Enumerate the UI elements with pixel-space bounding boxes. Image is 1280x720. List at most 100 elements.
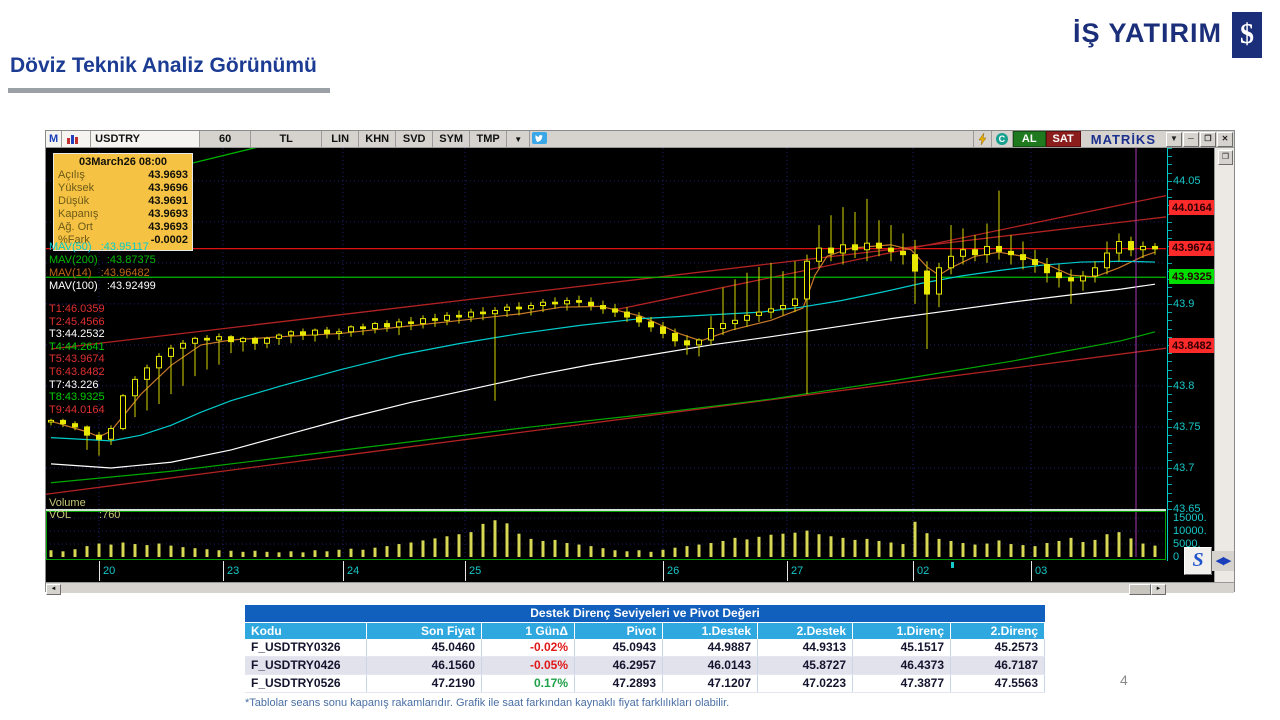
price-axis-label: 43.65 <box>1173 503 1201 515</box>
time-axis-label: 02 <box>917 565 930 577</box>
volume-bar <box>1081 541 1085 557</box>
volume-bar <box>61 551 65 557</box>
volume-bar <box>973 544 977 557</box>
minimize-button[interactable]: ─ <box>1183 132 1199 147</box>
price-axis-label: 44.05 <box>1173 174 1201 187</box>
volume-bar <box>589 546 593 557</box>
chart-window: M USDTRY 60 TL LIN KHN SVD SYM TMP ▼ <box>45 130 1235 595</box>
volume-bar <box>145 545 149 557</box>
volume-bar <box>385 546 389 557</box>
c-glyph: C <box>995 133 1008 145</box>
symbol-input[interactable]: USDTRY <box>91 131 201 147</box>
matriks-s-logo-icon[interactable]: S <box>1184 547 1212 575</box>
table-cell: F_USDTRY0526 <box>245 675 367 692</box>
axis-minor-tick <box>1168 484 1172 486</box>
candle-body <box>360 326 366 329</box>
table-cell: F_USDTRY0426 <box>245 657 367 674</box>
volume-bar <box>157 543 161 557</box>
toolbar-button-khn[interactable]: KHN <box>359 131 397 147</box>
horizontal-scrollbar[interactable]: ◄ ► <box>46 582 1234 595</box>
pivot-level-label: T3:44.2532 <box>49 328 105 341</box>
toolbar-button-sym[interactable]: SYM <box>433 131 471 147</box>
matriks-m-icon[interactable]: M <box>46 131 63 147</box>
volume-bar <box>517 533 521 557</box>
restore-button[interactable]: ❐ <box>1200 132 1216 147</box>
pivot-level-label: T8:43.9325 <box>49 391 105 404</box>
table-cell: 47.2190 <box>367 675 482 692</box>
mini-chart-icon[interactable] <box>62 131 92 147</box>
table-header-row: Kodu Son Fiyat 1 GünΔ Pivot 1.Destek 2.D… <box>245 623 1045 640</box>
axis-minor-tick <box>1168 451 1172 453</box>
volume-bar <box>565 543 569 557</box>
candle-body <box>456 314 462 318</box>
pivot-levels-legend: T1:46.0359 T2:45.4566 T3:44.2532 T4:44.2641… <box>49 303 105 416</box>
candle-body <box>444 314 450 321</box>
axis-minor-tick <box>1168 410 1172 412</box>
volume-bar <box>421 540 425 557</box>
candle-body <box>696 339 702 346</box>
scrollbar-thumb[interactable] <box>1129 584 1151 595</box>
toolbar-button-lin[interactable]: LIN <box>322 131 360 147</box>
axis-minor-tick <box>1168 459 1172 461</box>
twitter-icon[interactable] <box>532 132 548 144</box>
candle-body <box>588 301 594 307</box>
candle-body <box>528 305 534 310</box>
axis-minor-tick <box>1168 148 1172 149</box>
axis-minor-tick <box>1168 262 1172 264</box>
pivot-level-label: T7:43.226 <box>49 378 99 391</box>
buy-button[interactable]: AL <box>1012 131 1046 147</box>
style-menu-button[interactable]: ▼ <box>1166 132 1182 147</box>
axis-minor-tick <box>1168 385 1172 387</box>
volume-bar <box>289 551 293 557</box>
table-cell: -0.02% <box>482 639 575 656</box>
bar-step-buttons[interactable]: ◀▶ <box>1212 551 1234 571</box>
toolbar-button-tmp[interactable]: TMP <box>470 131 508 147</box>
volume-bar <box>481 523 485 557</box>
volume-bar <box>949 540 953 557</box>
scroll-right-button[interactable]: ► <box>1151 584 1166 595</box>
volume-bar <box>217 550 221 557</box>
time-axis-label: 03 <box>1035 565 1048 577</box>
table-cell: 47.5563 <box>951 675 1045 692</box>
pivot-level-label: T5:43.9674 <box>49 353 105 366</box>
volume-bar <box>1093 539 1097 557</box>
sell-button[interactable]: SAT <box>1045 131 1081 147</box>
candle-body <box>132 378 138 397</box>
candle-body <box>120 395 126 430</box>
price-marker-box: 43.9674 <box>1169 240 1214 256</box>
candle-body <box>564 300 570 305</box>
scroll-left-button[interactable]: ◄ <box>46 584 61 595</box>
axis-minor-tick <box>1168 156 1172 158</box>
volume-bar <box>397 544 401 557</box>
toolbar-button-svd[interactable]: SVD <box>396 131 434 147</box>
right-scrollbar-strip[interactable]: ❐ <box>1214 148 1234 582</box>
currency-field[interactable]: TL <box>251 131 323 147</box>
period-field[interactable]: 60 <box>200 131 252 147</box>
volume-bar <box>265 551 269 557</box>
candle-body <box>1008 250 1014 256</box>
tooltip-datetime: 03March26 08:00 <box>78 156 168 168</box>
candle-body <box>780 305 786 310</box>
candle-body <box>540 301 546 307</box>
refresh-icon[interactable]: C <box>991 131 1013 147</box>
axis-minor-tick <box>1168 180 1172 182</box>
candle-body <box>48 419 54 423</box>
chevron-down-icon[interactable]: ▼ <box>507 131 531 147</box>
lightning-icon[interactable] <box>972 131 992 147</box>
table-cell: 44.9887 <box>663 639 758 656</box>
close-button[interactable]: ✕ <box>1217 132 1233 147</box>
time-axis-label: 27 <box>791 565 804 577</box>
volume-bar <box>697 544 701 557</box>
axis-minor-tick <box>1168 426 1172 428</box>
pane-splitter <box>46 509 1166 511</box>
price-axis-label: 43.8 <box>1173 379 1195 392</box>
volume-bar <box>121 542 125 557</box>
candle-body <box>396 321 402 328</box>
axis-minor-tick <box>1168 500 1172 502</box>
volume-bar <box>913 521 917 557</box>
candle-body <box>1056 272 1062 279</box>
chart-plot[interactable] <box>46 148 1167 561</box>
restore-pane-button[interactable]: ❐ <box>1218 150 1233 165</box>
lightning-glyph <box>978 133 987 145</box>
price-axis-label: 43.9 <box>1173 297 1195 310</box>
